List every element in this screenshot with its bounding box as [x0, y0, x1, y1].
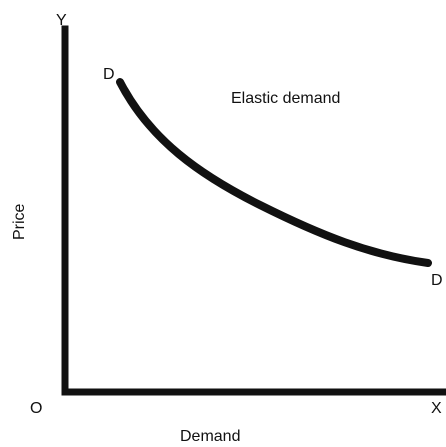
- x-axis-title: Demand: [180, 428, 240, 445]
- origin-label: O: [30, 400, 42, 417]
- y-axis-title: Price: [11, 203, 28, 240]
- annotation-label: Elastic demand: [231, 90, 340, 107]
- curve-end-label: D: [431, 272, 443, 289]
- x-axis-label: X: [431, 400, 442, 417]
- demand-curve: [116, 78, 432, 267]
- curve-start-label: D: [103, 66, 115, 83]
- y-axis-label: Y: [56, 12, 67, 29]
